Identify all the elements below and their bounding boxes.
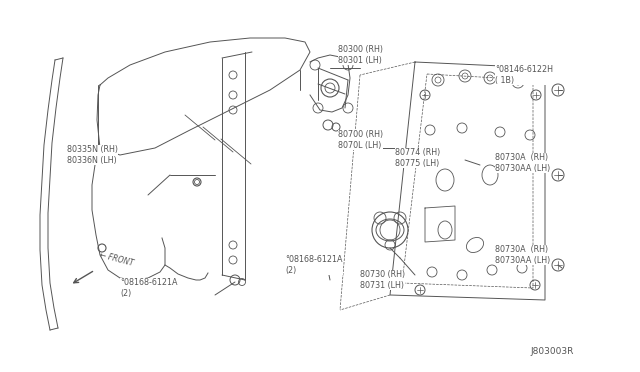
Text: 80730A  (RH)
80730AA (LH): 80730A (RH) 80730AA (LH)	[495, 245, 550, 265]
Text: °08146-6122H
( 1B): °08146-6122H ( 1B)	[495, 65, 553, 85]
Text: 80730A  (RH)
80730AA (LH): 80730A (RH) 80730AA (LH)	[495, 153, 550, 173]
Text: 80700 (RH)
8070L (LH): 80700 (RH) 8070L (LH)	[338, 130, 383, 150]
Text: °08168-6121A
(2): °08168-6121A (2)	[120, 278, 177, 298]
Text: ← FRONT: ← FRONT	[98, 250, 134, 268]
Text: 80730 (RH)
80731 (LH): 80730 (RH) 80731 (LH)	[360, 270, 405, 290]
Text: 80335N (RH)
80336N (LH): 80335N (RH) 80336N (LH)	[67, 145, 118, 165]
Text: °08168-6121A
(2): °08168-6121A (2)	[285, 255, 342, 275]
Text: J803003R: J803003R	[530, 347, 573, 356]
Text: 80774 (RH)
80775 (LH): 80774 (RH) 80775 (LH)	[395, 148, 440, 168]
Text: 80300 (RH)
80301 (LH): 80300 (RH) 80301 (LH)	[338, 45, 383, 65]
